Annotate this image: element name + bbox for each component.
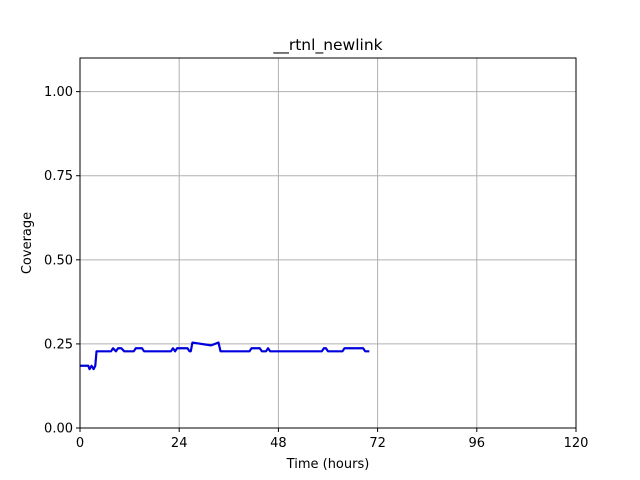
series-line xyxy=(80,341,370,371)
x-tick-label: 48 xyxy=(270,436,287,451)
y-tick-label: 0.50 xyxy=(44,253,73,268)
y-tick-label: 1.00 xyxy=(44,85,73,100)
series-layer xyxy=(80,341,370,371)
x-tick-label: 72 xyxy=(369,436,386,451)
x-tick-label: 96 xyxy=(469,436,486,451)
chart-title: __rtnl_newlink xyxy=(272,36,382,55)
axis-ticks: 0 24 48 72 96 120 0.00 0.25 0.50 0.75 1.00 xyxy=(44,85,588,451)
x-axis-label: Time (hours) xyxy=(286,457,370,472)
y-tick-label: 0.75 xyxy=(44,169,73,184)
y-axis-label: Coverage xyxy=(20,212,35,274)
y-tick-label: 0.00 xyxy=(44,422,73,437)
y-tick-label: 0.25 xyxy=(44,337,73,352)
x-tick-label: 120 xyxy=(564,436,589,451)
plot-frame xyxy=(79,57,577,429)
x-tick-label: 0 xyxy=(76,436,84,451)
x-tick-label: 24 xyxy=(171,436,188,451)
